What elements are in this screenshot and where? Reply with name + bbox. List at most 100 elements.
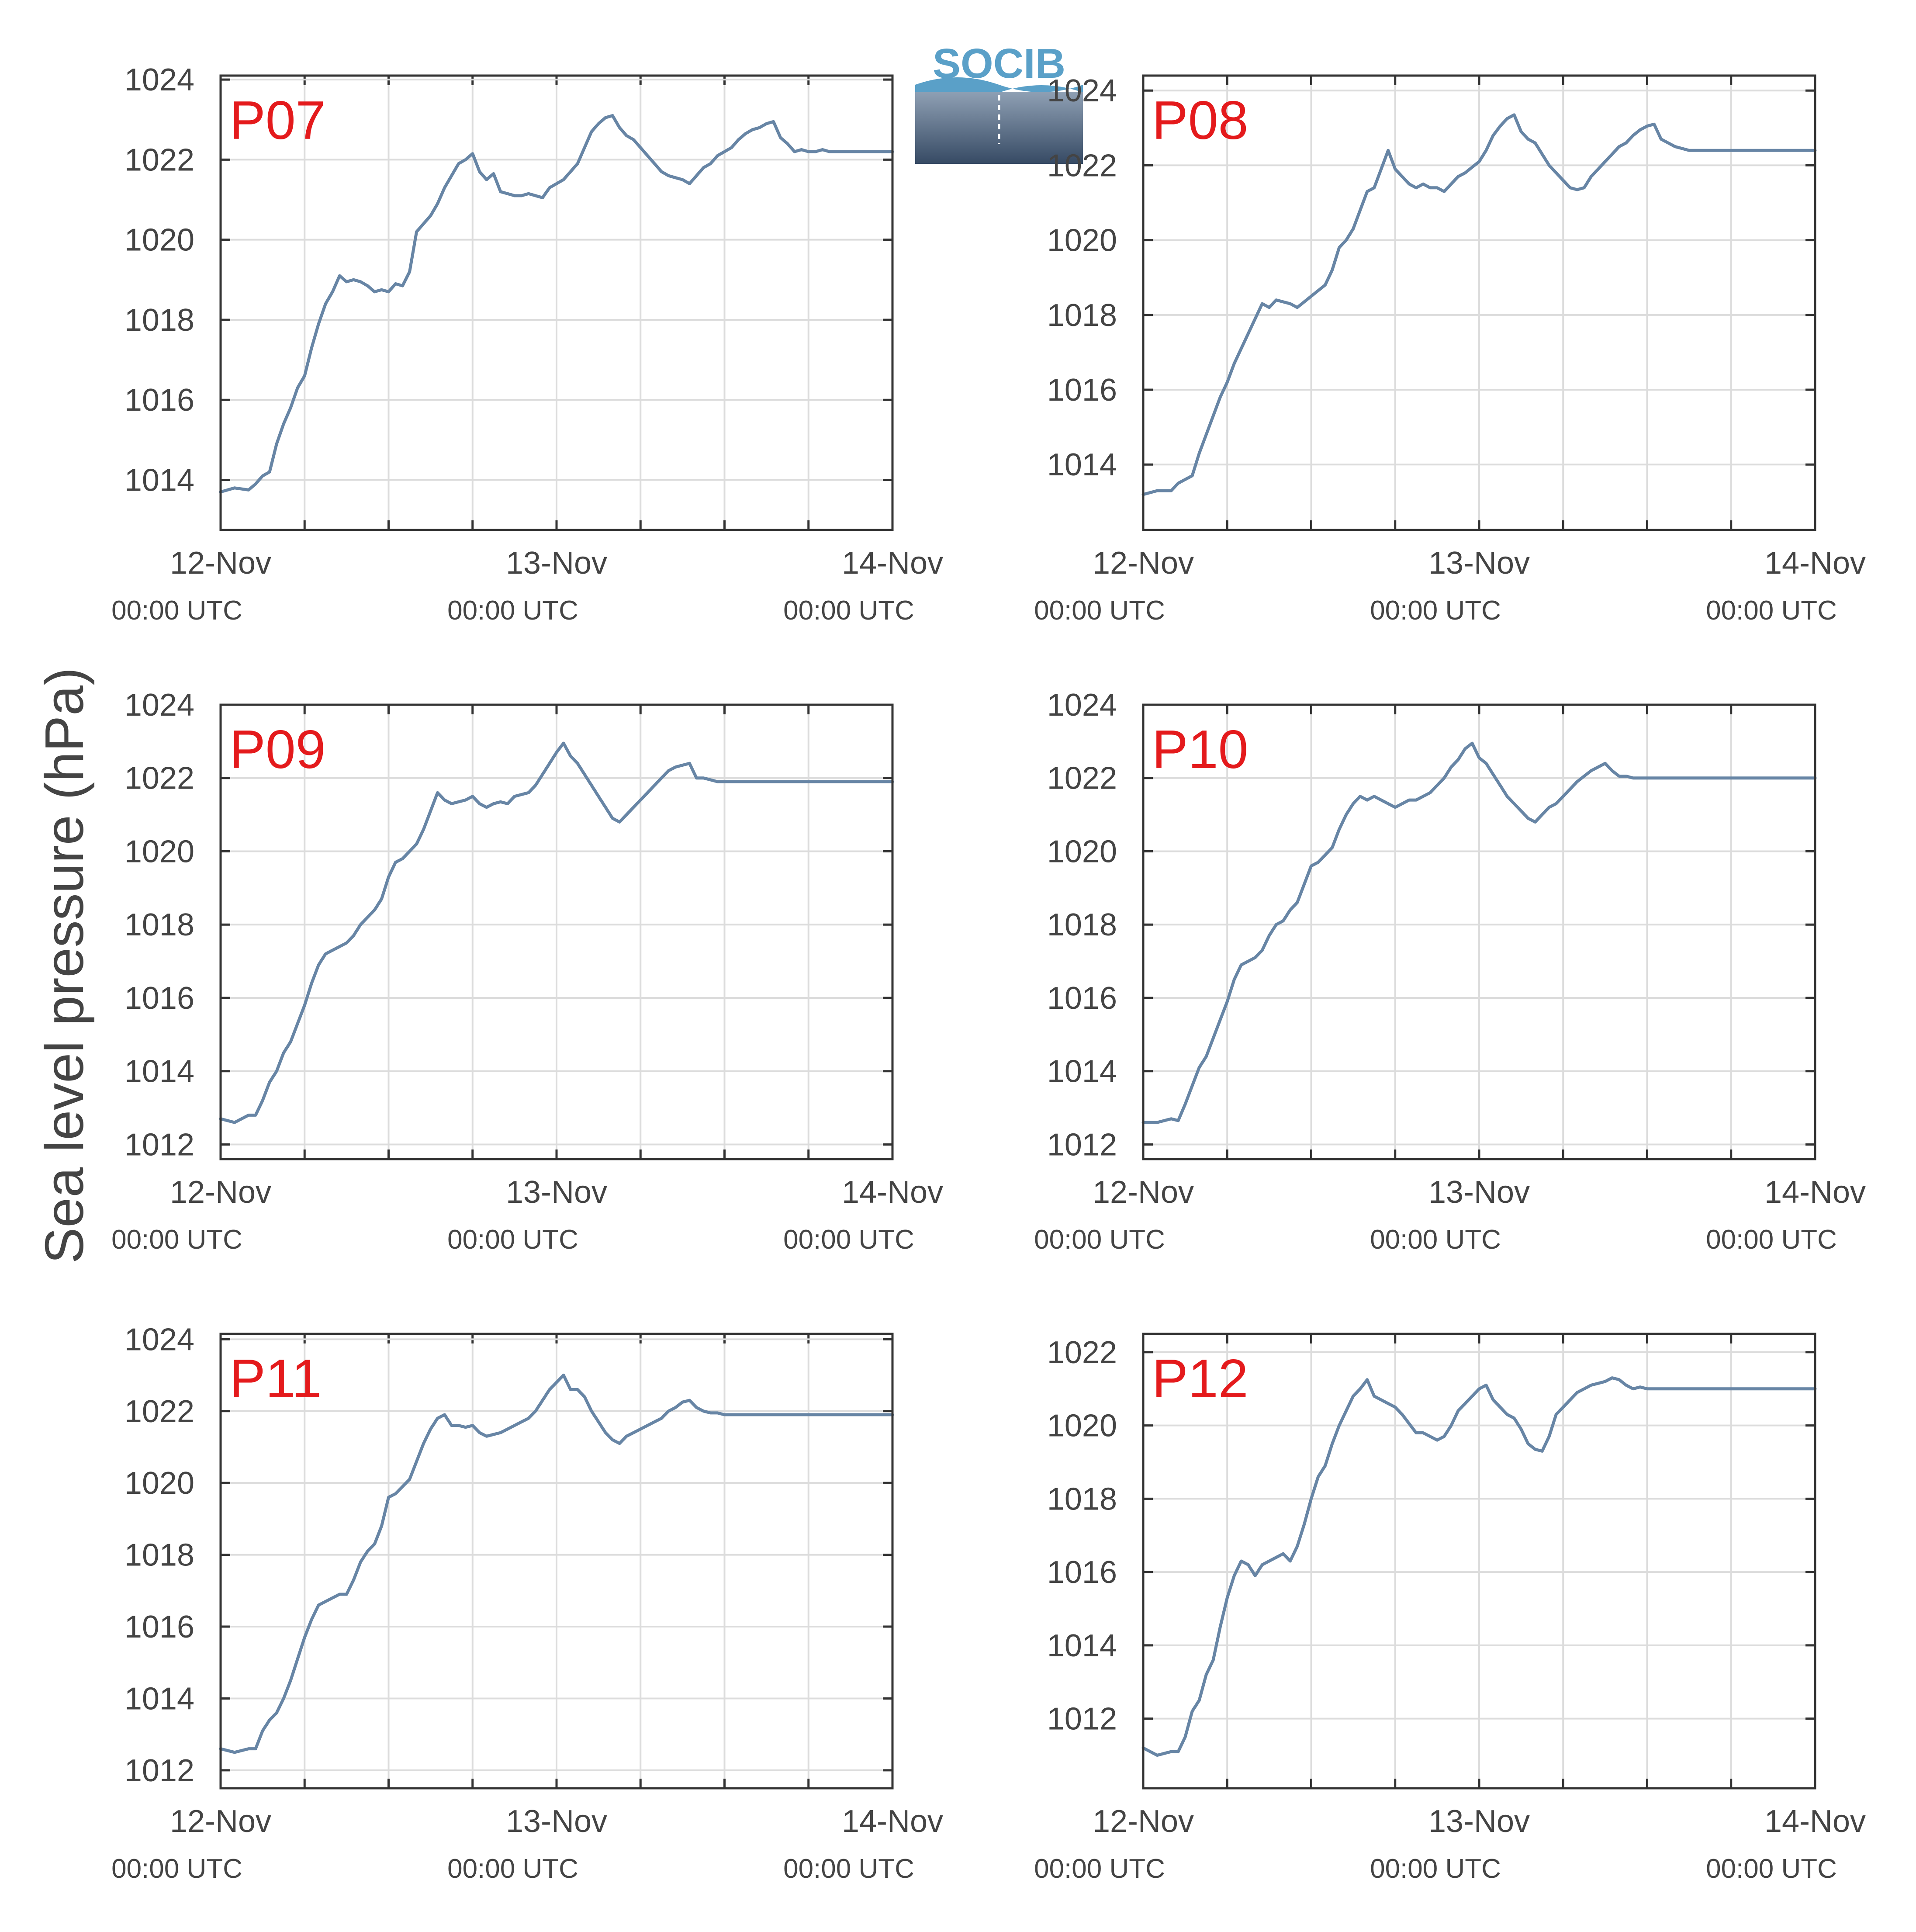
x-tick-label-time: 00:00 UTC (1706, 1225, 1837, 1255)
axis-frame-p12 (1142, 1333, 1816, 1790)
x-tick-label-time: 00:00 UTC (783, 596, 914, 626)
y-tick-label: 1020 (1047, 223, 1117, 258)
y-tick-label: 1022 (1047, 1335, 1117, 1370)
x-tick-label-date: 12-Nov (1093, 546, 1194, 581)
y-tick-label: 1016 (125, 383, 194, 418)
y-tick-label: 1016 (125, 1610, 194, 1645)
y-tick-label: 1022 (125, 142, 194, 177)
x-tick-label-date: 14-Nov (1764, 1804, 1866, 1839)
x-tick-label-date: 13-Nov (506, 546, 607, 581)
x-tick-label-date: 13-Nov (1428, 1175, 1530, 1210)
x-tick-label-time: 00:00 UTC (1706, 596, 1837, 626)
axis-frame-p08 (1142, 74, 1816, 531)
y-tick-label: 1014 (125, 463, 194, 498)
x-tick-label-time: 00:00 UTC (447, 1225, 578, 1255)
x-tick-label-time: 00:00 UTC (111, 1225, 242, 1255)
y-tick-label: 1012 (1047, 1127, 1117, 1162)
x-tick-label-time: 00:00 UTC (783, 1854, 914, 1884)
y-tick-label: 1014 (1047, 447, 1117, 482)
y-tick-label: 1014 (1047, 1628, 1117, 1663)
panel-p09: 1012 1014 1016 1018 1020 1022 1024 12-Nov 00:00 … (111, 688, 943, 1255)
x-tick-label-time: 00:00 UTC (1370, 596, 1501, 626)
y-tick-label: 1018 (1047, 907, 1117, 942)
y-tick-label: 1012 (125, 1753, 194, 1788)
x-tick-label-date: 14-Nov (842, 1804, 943, 1839)
panel-p11: 1012 1014 1016 1018 1020 1022 1024 12-Nov 00:00 … (111, 1322, 943, 1884)
y-tick-label: 1022 (125, 761, 194, 796)
socib-logo: SOCIB (915, 40, 1083, 164)
x-tick-label-time: 00:00 UTC (1034, 1854, 1165, 1884)
y-tick-label: 1018 (125, 907, 194, 942)
x-tick-label-date: 12-Nov (1093, 1804, 1194, 1839)
panel-label-p12: P12 (1152, 1349, 1249, 1409)
y-tick-label: 1018 (125, 1538, 194, 1573)
y-tick-label: 1022 (1047, 761, 1117, 796)
series-line-p09 (219, 741, 894, 1124)
y-tick-label: 1020 (125, 1466, 194, 1501)
y-tick-label: 1012 (1047, 1702, 1117, 1737)
x-tick-label-time: 00:00 UTC (1370, 1854, 1501, 1884)
y-tick-label: 1016 (125, 981, 194, 1016)
panel-p08: 1014 1016 1018 1020 1022 1024 12-Nov 00:00 UTC 1… (1034, 73, 1866, 626)
x-tick-label-time: 00:00 UTC (447, 1854, 578, 1884)
y-tick-label: 1020 (125, 834, 194, 869)
x-tick-label-date: 14-Nov (842, 546, 943, 581)
x-tick-label-date: 14-Nov (842, 1175, 943, 1210)
panel-label-p11: P11 (229, 1349, 322, 1409)
axis-frame-p07 (219, 74, 894, 531)
panel-p12: 1012 1014 1016 1018 1020 1022 12-Nov 00:00 UTC 1… (1034, 1333, 1866, 1884)
y-tick-label: 1018 (1047, 1482, 1117, 1517)
y-tick-label: 1016 (1047, 1555, 1117, 1590)
panel-label-p07: P07 (229, 90, 326, 151)
panel-p07: 1014 1016 1018 1020 1022 1024 12-Nov 00:00 UTC 1… (111, 62, 943, 626)
y-tick-label: 1014 (1047, 1054, 1117, 1089)
x-tick-label-date: 12-Nov (170, 1175, 271, 1210)
y-tick-label: 1012 (125, 1127, 194, 1162)
x-tick-label-date: 14-Nov (1764, 1175, 1866, 1210)
y-tick-label: 1014 (125, 1054, 194, 1089)
axis-frame-p09 (219, 703, 894, 1160)
x-tick-label-date: 12-Nov (170, 1804, 271, 1839)
panel-label-p10: P10 (1152, 720, 1249, 780)
y-tick-label: 1024 (1047, 73, 1117, 108)
x-tick-label-date: 13-Nov (1428, 1804, 1530, 1839)
panel-label-p09: P09 (229, 720, 326, 780)
x-tick-label-date: 12-Nov (1093, 1175, 1194, 1210)
x-tick-label-date: 13-Nov (1428, 546, 1530, 581)
x-tick-label-time: 00:00 UTC (1034, 596, 1165, 626)
y-tick-label: 1022 (125, 1394, 194, 1429)
y-tick-label: 1020 (1047, 1409, 1117, 1444)
x-tick-label-time: 00:00 UTC (111, 596, 242, 626)
x-tick-label-time: 00:00 UTC (1370, 1225, 1501, 1255)
y-tick-label: 1020 (1047, 834, 1117, 869)
series-line-p11 (219, 1374, 894, 1754)
x-tick-label-date: 13-Nov (506, 1804, 607, 1839)
x-tick-label-time: 00:00 UTC (783, 1225, 914, 1255)
y-tick-label: 1024 (1047, 688, 1117, 723)
series-line-p08 (1141, 113, 1817, 496)
axis-frame-p11 (219, 1333, 894, 1790)
x-tick-label-time: 00:00 UTC (1034, 1225, 1165, 1255)
panel-p10: 1012 1014 1016 1018 1020 1022 1024 12-Nov 00:00 … (1034, 688, 1866, 1255)
y-tick-label: 1018 (1047, 298, 1117, 333)
y-tick-label: 1016 (1047, 981, 1117, 1016)
series-line-p12 (1141, 1376, 1817, 1757)
y-tick-label: 1024 (125, 1322, 194, 1357)
x-tick-label-time: 00:00 UTC (1706, 1854, 1837, 1884)
x-tick-label-time: 00:00 UTC (447, 596, 578, 626)
y-tick-label: 1022 (1047, 148, 1117, 183)
x-tick-label-date: 14-Nov (1764, 546, 1866, 581)
series-line-p10 (1141, 741, 1817, 1124)
panel-label-p08: P08 (1152, 90, 1249, 151)
y-axis-title: Sea level pressure (hPa) (35, 668, 95, 1264)
x-tick-label-date: 12-Nov (170, 546, 271, 581)
x-tick-label-time: 00:00 UTC (111, 1854, 242, 1884)
y-tick-label: 1020 (125, 223, 194, 258)
y-tick-label: 1018 (125, 303, 194, 338)
y-tick-label: 1024 (125, 688, 194, 723)
series-line-p07 (219, 114, 894, 494)
y-tick-label: 1024 (125, 62, 194, 97)
axis-frame-p10 (1142, 703, 1816, 1160)
